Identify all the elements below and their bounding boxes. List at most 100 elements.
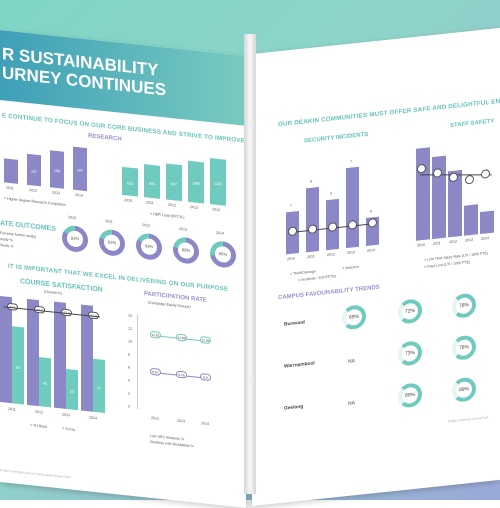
course-year: 2014	[89, 415, 97, 421]
satisfaction-bar	[81, 304, 93, 412]
staff-node	[465, 174, 474, 185]
book-gutter	[244, 34, 256, 494]
staff-bar	[416, 147, 430, 241]
donut-2012: 93%	[136, 232, 162, 262]
staff-bar	[480, 210, 494, 235]
security-year: 2013	[347, 250, 355, 256]
participation-rate-chart: 14 12 10 8 6 4 2 0 12.81 6.67 2012 12.69 6.25 2013 11.…	[128, 305, 228, 436]
donut-hole: 89%	[178, 241, 194, 260]
staff-safety-title: STAFF SAFETY	[450, 118, 495, 130]
right-page: OUR DEAKIN COMMUNITIES MUST OFFER SAFE A…	[252, 27, 500, 507]
security-year: 2011	[307, 254, 315, 260]
donut-2013: 89%	[173, 236, 199, 265]
participation-legend-disabilities: Students with Disabilities %	[150, 439, 194, 449]
y-tick: 0	[128, 404, 130, 409]
y-tick: 6	[128, 365, 130, 370]
y-tick: 12	[128, 326, 132, 331]
staff-safety-chart: 2010 2011 2012 2013 2014	[412, 132, 500, 251]
security-top: 6	[370, 209, 372, 214]
bar-year: 2014	[75, 192, 83, 198]
left-footer: Deakin University | Annual Sustainabilit…	[0, 468, 71, 480]
donut-value: 85%	[218, 251, 228, 258]
donut-year: 2014	[216, 230, 224, 236]
security-legend-violence: = Violence	[342, 264, 359, 271]
course-satisfaction-chart: 60 87.1 2011 40 87.3 2012 25 87.3 2013 37 87.3 2014	[0, 292, 112, 424]
campus-ring-value: 76%	[458, 302, 469, 310]
course-year: 2013	[62, 412, 70, 418]
y-tick: 2	[128, 391, 130, 396]
campus-ring: 89%	[452, 376, 476, 403]
course-year: 2011	[8, 406, 16, 412]
staff-year: 2010	[417, 242, 425, 248]
donut-hole: 92%	[104, 234, 120, 252]
campus-ring: 76%	[452, 292, 476, 319]
campus-ring: 73%	[398, 340, 422, 367]
security-incidents-title: SECURITY INCIDENTS	[304, 131, 369, 145]
part-year: 2012	[151, 415, 159, 421]
y-tick: 10	[128, 339, 132, 344]
security-year: 2012	[327, 252, 335, 258]
security-year: 2010	[287, 256, 295, 262]
ses-node: 11.06	[200, 336, 211, 345]
campus-ring-value: 80%	[404, 391, 415, 399]
satisfaction-bar	[0, 296, 12, 404]
research-completion-legend: = Higher Degree Research Completion	[4, 196, 67, 207]
security-top: 7	[350, 159, 352, 164]
y-tick: 8	[128, 352, 130, 357]
disab-node: 6.25	[176, 370, 187, 379]
donut-hole: 93%	[141, 238, 157, 256]
hdr-load-chart: 820 2010 900 2011 937 2012 1095 2013 1221 2014	[120, 147, 230, 212]
disab-node: 6.9	[200, 373, 211, 382]
graduate-legend-2: study %	[0, 237, 13, 243]
bar-year: 2011	[146, 200, 154, 206]
hdr-load-legend: = HDR Load (EFTSL)	[150, 211, 185, 220]
donut-year: 2013	[179, 226, 187, 232]
security-bar	[306, 186, 319, 253]
campus-ring-value: 73%	[404, 349, 415, 357]
y-axis	[137, 314, 138, 410]
donut-value: 89%	[181, 247, 191, 254]
donut-year: 2011	[105, 219, 113, 224]
satisfaction-bar	[54, 302, 66, 409]
course-legend-fav: = % Fav	[62, 426, 76, 432]
campus-na: NA	[348, 400, 355, 407]
security-legend-incidents: = Incidents / 100 EFTSL	[298, 274, 337, 283]
staff-year: 2011	[433, 241, 441, 246]
donut-2010: 93%	[62, 224, 88, 254]
bar-year: 2011	[6, 185, 14, 191]
satisfaction-bar	[27, 299, 39, 407]
campus-ring: 72%	[398, 298, 422, 325]
disab-node: 6.67	[150, 367, 161, 376]
research-title: RESEARCH	[88, 133, 122, 143]
bar-year: 2012	[168, 202, 176, 208]
y-tick: 14	[128, 313, 132, 318]
security-top: 5	[330, 191, 332, 196]
course-legend-rank: = TH Rank	[30, 423, 48, 429]
donut-year: 2012	[142, 222, 150, 228]
campus-ring-value: 72%	[404, 307, 415, 315]
campus-ring-value: 89%	[458, 386, 469, 394]
graduate-legend-3: Study %	[0, 243, 14, 249]
staff-year: 2012	[449, 239, 457, 245]
bar-year: 2012	[29, 188, 37, 193]
security-legend-theft: = Theft/Damage	[290, 269, 316, 277]
donut-hole: 85%	[215, 245, 231, 264]
security-incidents-chart: 7 2010 9 2011 5 2012 7 2013 6 2014	[278, 144, 388, 266]
graduate-donuts: 2010 93% 2011 92% 2012 93% 2013 89% 2014 85%	[58, 214, 238, 277]
donut-2014: 85%	[210, 240, 236, 269]
campus-ring: 69%	[342, 304, 366, 331]
y-tick: 4	[128, 378, 130, 383]
security-top: 9	[310, 179, 312, 184]
campus-favourability-title: CAMPUS FAVOURABILITY TRENDS	[278, 284, 380, 302]
staff-year: 2014	[481, 236, 489, 241]
security-year: 2014	[367, 248, 375, 253]
donut-2011: 92%	[99, 228, 125, 258]
part-year: 2013	[177, 418, 185, 424]
donut-value: 93%	[70, 235, 80, 242]
campus-ring-value: 69%	[348, 313, 359, 321]
campus-ring: 76%	[452, 334, 476, 361]
staff-legend-days: = Days Lost (LTI / 1000 FTE)	[424, 260, 471, 269]
security-top: 7	[290, 203, 292, 209]
part-year: 2014	[201, 421, 209, 426]
campus-ring: 80%	[398, 382, 422, 409]
